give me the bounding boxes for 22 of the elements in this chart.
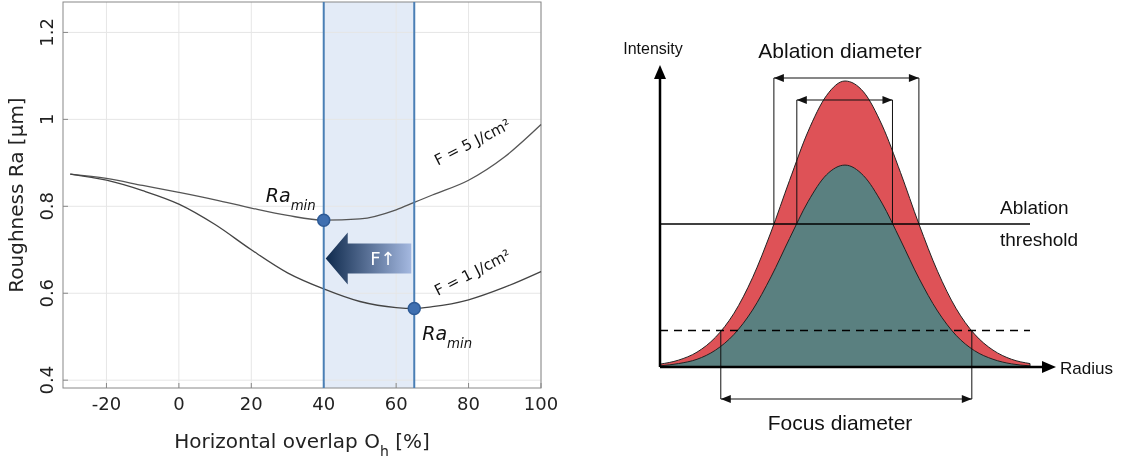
y-axis-title: Roughness Ra [µm]	[4, 97, 28, 293]
ref-line-label: Ablation threshold	[1000, 197, 1079, 250]
annotation: F↑	[370, 248, 396, 270]
text: Focus diameter	[767, 411, 913, 434]
text: Ablation diameter	[758, 39, 922, 62]
y-tick-label: 1.2	[36, 18, 57, 47]
annotation: Ra$_{min}$	[422, 322, 473, 351]
x-tick-label: 20	[239, 393, 263, 414]
x-tick-label: 100	[523, 393, 559, 414]
x-tick-label: 0	[173, 393, 185, 414]
y-tick-label: 1	[36, 113, 57, 126]
x-axis-title: Radius	[1060, 359, 1113, 378]
y-axis-title: Intensity	[623, 40, 683, 57]
x-axis-title: Horizontal overlap O$_{h}$ [%]	[174, 429, 430, 458]
x-tick-label: 40	[312, 393, 336, 414]
annotation: Ra$_{min}$	[265, 184, 316, 213]
x-tick-label: -20	[91, 393, 122, 414]
y-tick-label: 0.8	[36, 191, 57, 221]
x-tick-label: 80	[457, 393, 481, 414]
y-tick-label: 0.4	[36, 365, 57, 395]
x-tick-label: 60	[384, 393, 408, 414]
y-tick-label: 0.6	[36, 278, 57, 308]
